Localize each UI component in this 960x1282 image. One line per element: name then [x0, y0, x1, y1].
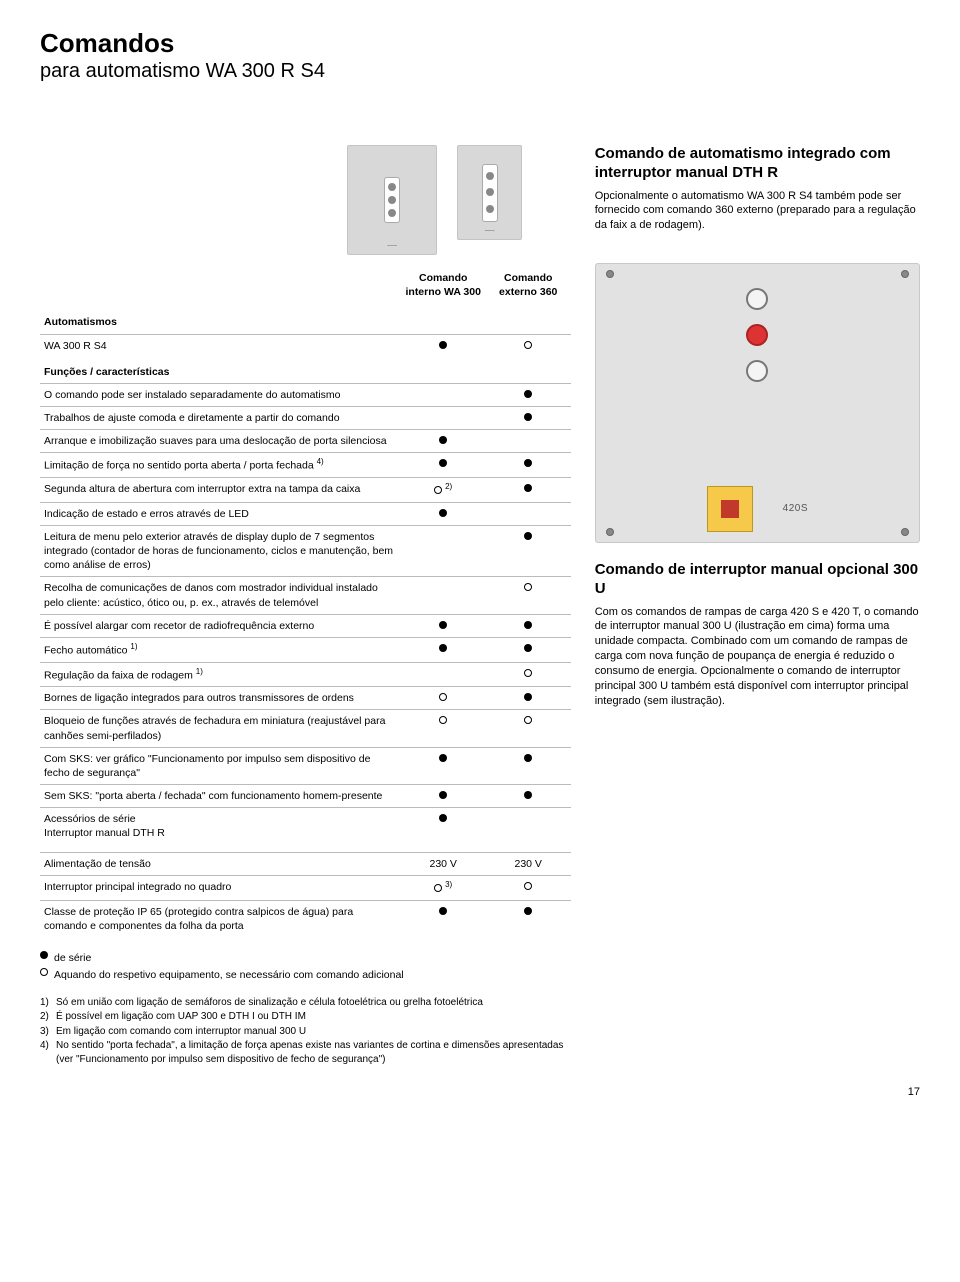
- dot-filled-icon: [524, 693, 532, 701]
- button-triad-icon: [746, 288, 768, 382]
- dot-filled-icon: [524, 621, 532, 629]
- sidebar: Comando de automatismo integrado com int…: [595, 145, 920, 1067]
- legend: de série Aquando do respetivo equipament…: [40, 951, 571, 981]
- main-table-column: ⎯⎯⎯ ⎯⎯⎯ Comando interno WA 300 Comando e…: [40, 145, 571, 1067]
- dot-open-icon: [40, 968, 48, 976]
- row-label: Classe de proteção IP 65 (protegido cont…: [40, 900, 401, 937]
- row-label: Sem SKS: "porta aberta / fechada" com fu…: [40, 785, 401, 808]
- dot-filled-icon: [524, 644, 532, 652]
- row-label: Arranque e imobilização suaves para uma …: [40, 430, 401, 453]
- page-number: 17: [40, 1085, 920, 1100]
- dot-open-icon: [434, 884, 442, 892]
- dot-open-icon: [439, 693, 447, 701]
- dot-filled-icon: [439, 907, 447, 915]
- dot-filled-icon: [524, 459, 532, 467]
- dot-filled-icon: [524, 791, 532, 799]
- dot-filled-icon: [439, 509, 447, 517]
- row-label: Alimentação de tensão: [40, 853, 401, 876]
- page-subtitle: para automatismo WA 300 R S4: [40, 58, 920, 85]
- product-image-wa300: ⎯⎯⎯: [347, 145, 437, 255]
- dot-open-icon: [439, 716, 447, 724]
- row-label: Bornes de ligação integrados para outros…: [40, 687, 401, 710]
- dot-open-icon: [524, 716, 532, 724]
- model-label: 420S: [783, 502, 808, 516]
- row-label: WA 300 R S4: [40, 334, 401, 357]
- product-thumbnails: ⎯⎯⎯ ⎯⎯⎯: [40, 145, 571, 255]
- footnotes: 1)Só em união com ligação de semáforos d…: [40, 996, 571, 1067]
- dot-filled-icon: [40, 951, 48, 959]
- dot-filled-icon: [524, 484, 532, 492]
- dot-open-icon: [524, 341, 532, 349]
- row-label: Limitação de força no sentido porta aber…: [40, 453, 401, 478]
- dot-filled-icon: [439, 644, 447, 652]
- row-label: Leitura de menu pelo exterior através de…: [40, 525, 401, 577]
- sidebar-para-1: Opcionalmente o automatismo WA 300 R S4 …: [595, 189, 920, 234]
- dot-open-icon: [524, 882, 532, 890]
- legend-adicional: Aquando do respetivo equipamento, se nec…: [54, 968, 404, 982]
- dot-filled-icon: [439, 436, 447, 444]
- col-header-2: Comando externo 360: [486, 267, 571, 307]
- dot-filled-icon: [524, 754, 532, 762]
- row-label: Recolha de comunicações de danos com mos…: [40, 577, 401, 614]
- dot-filled-icon: [524, 413, 532, 421]
- page-title: Comandos: [40, 30, 920, 56]
- row-label: Regulação da faixa de rodagem 1): [40, 662, 401, 687]
- rotary-switch-icon: [707, 486, 753, 532]
- row-label: Trabalhos de ajuste comoda e diretamente…: [40, 407, 401, 430]
- dot-filled-icon: [524, 907, 532, 915]
- dot-filled-icon: [439, 754, 447, 762]
- sidebar-para-2: Com os comandos de rampas de carga 420 S…: [595, 605, 920, 709]
- product-image-420s: 420S: [595, 263, 920, 543]
- section-automatismos: Automatismos: [40, 307, 571, 334]
- dot-filled-icon: [439, 459, 447, 467]
- cell-value: 230 V: [486, 853, 571, 876]
- dot-open-icon: [524, 669, 532, 677]
- row-label: Acessórios de sérieInterruptor manual DT…: [40, 808, 401, 845]
- row-label: Fecho automático 1): [40, 637, 401, 662]
- row-label: Indicação de estado e erros através de L…: [40, 502, 401, 525]
- dot-filled-icon: [439, 341, 447, 349]
- sidebar-heading-2: Comando de interruptor manual opcional 3…: [595, 561, 920, 599]
- dot-filled-icon: [524, 532, 532, 540]
- legend-serie: de série: [54, 951, 91, 965]
- row-label: É possível alargar com recetor de radiof…: [40, 614, 401, 637]
- cell-value: 230 V: [401, 853, 486, 876]
- row-label: Com SKS: ver gráfico "Funcionamento por …: [40, 747, 401, 784]
- dot-open-icon: [524, 583, 532, 591]
- col-header-1: Comando interno WA 300: [401, 267, 486, 307]
- dot-filled-icon: [524, 390, 532, 398]
- row-label: Bloqueio de funções através de fechadura…: [40, 710, 401, 747]
- dot-open-icon: [434, 486, 442, 494]
- feature-table: Comando interno WA 300 Comando externo 3…: [40, 267, 571, 937]
- title-block: Comandos para automatismo WA 300 R S4: [40, 30, 920, 85]
- row-label: Interruptor principal integrado no quadr…: [40, 876, 401, 901]
- dot-filled-icon: [439, 814, 447, 822]
- section-funcoes: Funções / características: [40, 357, 571, 384]
- sidebar-heading-1: Comando de automatismo integrado com int…: [595, 145, 920, 183]
- product-image-360: ⎯⎯⎯: [457, 145, 522, 240]
- row-label: Segunda altura de abertura com interrupt…: [40, 478, 401, 503]
- row-label: O comando pode ser instalado separadamen…: [40, 383, 401, 406]
- dot-filled-icon: [439, 621, 447, 629]
- dot-filled-icon: [439, 791, 447, 799]
